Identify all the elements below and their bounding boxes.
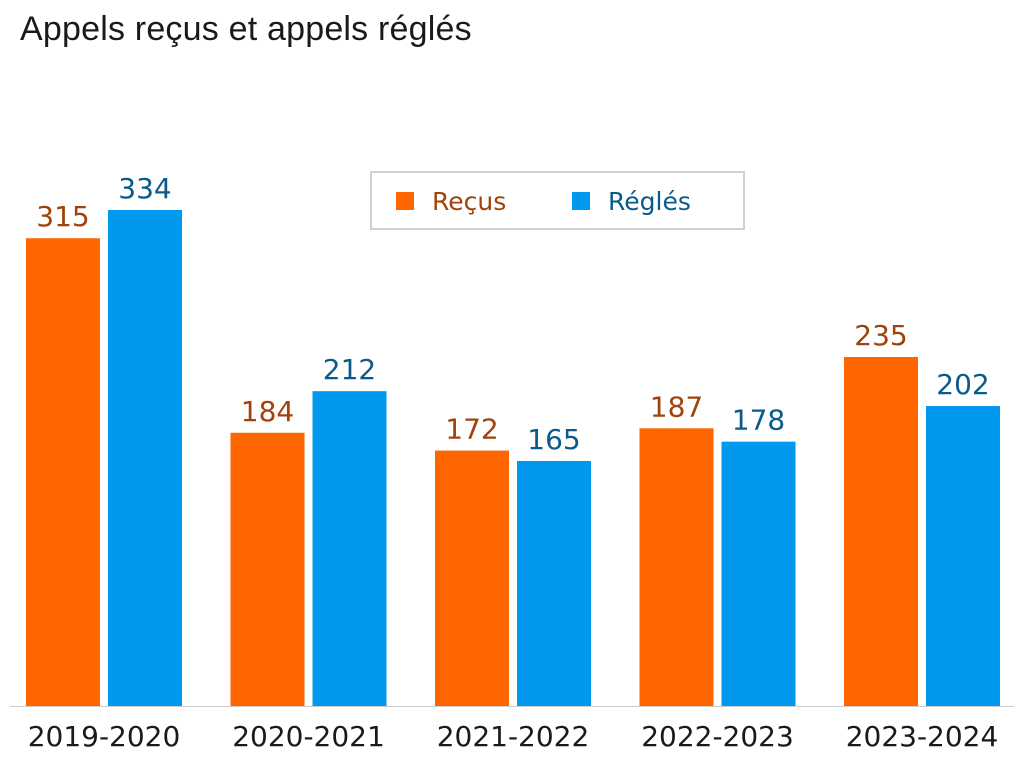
legend-label-regles: Réglés — [608, 187, 691, 216]
bar-regles-2023-2024 — [926, 406, 1000, 706]
category-label-2020-2021: 2020-2021 — [232, 720, 385, 753]
value-label-recus-2021-2022: 172 — [445, 413, 498, 446]
value-label-recus-2019-2020: 315 — [36, 200, 89, 233]
legend-swatch-recus — [396, 192, 414, 210]
category-labels-group: 2019-2020 2020-2021 2021-2022 2022-2023 2023… — [28, 720, 999, 753]
bar-regles-2021-2022 — [517, 461, 591, 706]
legend-label-recus: Reçus — [432, 187, 506, 216]
bars-group — [26, 210, 1000, 706]
value-label-regles-2020-2021: 212 — [323, 353, 376, 386]
bar-regles-2020-2021 — [313, 391, 387, 706]
value-label-recus-2022-2023: 187 — [650, 390, 703, 423]
bar-regles-2022-2023 — [722, 442, 796, 706]
legend: Reçus Réglés — [371, 172, 744, 229]
bar-chart: 315 334 184 212 172 165 187 178 235 202 2019-2020… — [0, 0, 1024, 768]
value-label-recus-2020-2021: 184 — [241, 395, 294, 428]
value-label-regles-2023-2024: 202 — [936, 368, 989, 401]
category-label-2021-2022: 2021-2022 — [437, 720, 590, 753]
legend-swatch-regles — [572, 192, 590, 210]
bar-regles-2019-2020 — [108, 210, 182, 706]
value-label-regles-2022-2023: 178 — [732, 404, 785, 437]
value-label-regles-2021-2022: 165 — [527, 423, 580, 456]
value-label-recus-2023-2024: 235 — [854, 319, 907, 352]
category-label-2022-2023: 2022-2023 — [641, 720, 794, 753]
bar-recus-2020-2021 — [231, 433, 305, 706]
bar-recus-2019-2020 — [26, 238, 100, 706]
value-label-regles-2019-2020: 334 — [118, 172, 171, 205]
bar-recus-2023-2024 — [844, 357, 918, 706]
category-label-2023-2024: 2023-2024 — [846, 720, 999, 753]
bar-recus-2022-2023 — [640, 428, 714, 706]
category-label-2019-2020: 2019-2020 — [28, 720, 181, 753]
bar-recus-2021-2022 — [435, 451, 509, 706]
